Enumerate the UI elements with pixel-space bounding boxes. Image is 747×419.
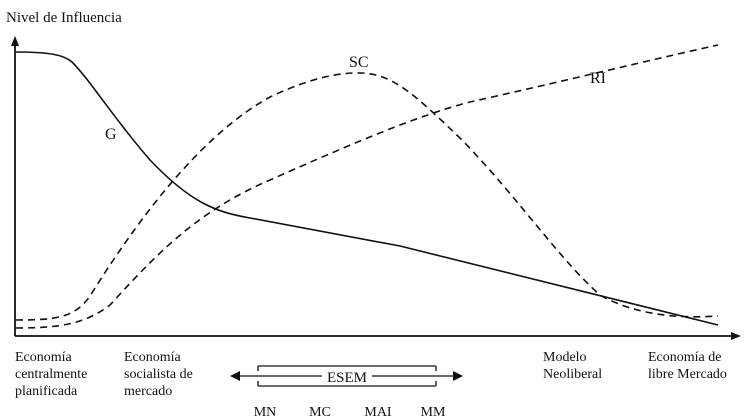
y-axis-arrowhead [11,36,19,46]
esem-left-arrowhead [230,371,240,381]
curve-g-label: G [105,126,117,143]
esem-label-backdrop [322,368,372,384]
esem-sub-mm: MM [421,405,446,419]
curve-sc-label: SC [349,54,369,71]
category-planned-economy: Economía centralmente planificada [15,350,91,399]
esem-sub-mc: MC [309,405,331,419]
category-socialist-market: Economía socialista de mercado [124,350,196,399]
y-axis-label: Nivel de Influencia [6,10,122,26]
esem-sub-mai: MAI [364,405,392,419]
esem-sub-mn: MN [254,405,277,419]
esem-label: ESEM [327,370,367,386]
curve-sc [15,72,719,321]
curve-g [15,51,719,326]
curve-ri [15,44,719,329]
x-axis-arrowhead [731,332,741,340]
curve-ri-label: RI [590,70,606,87]
category-free-market: Economía de libre Mercado [648,350,727,382]
category-neoliberal: Modelo Neoliberal [543,350,602,382]
esem-right-arrowhead [453,371,463,381]
